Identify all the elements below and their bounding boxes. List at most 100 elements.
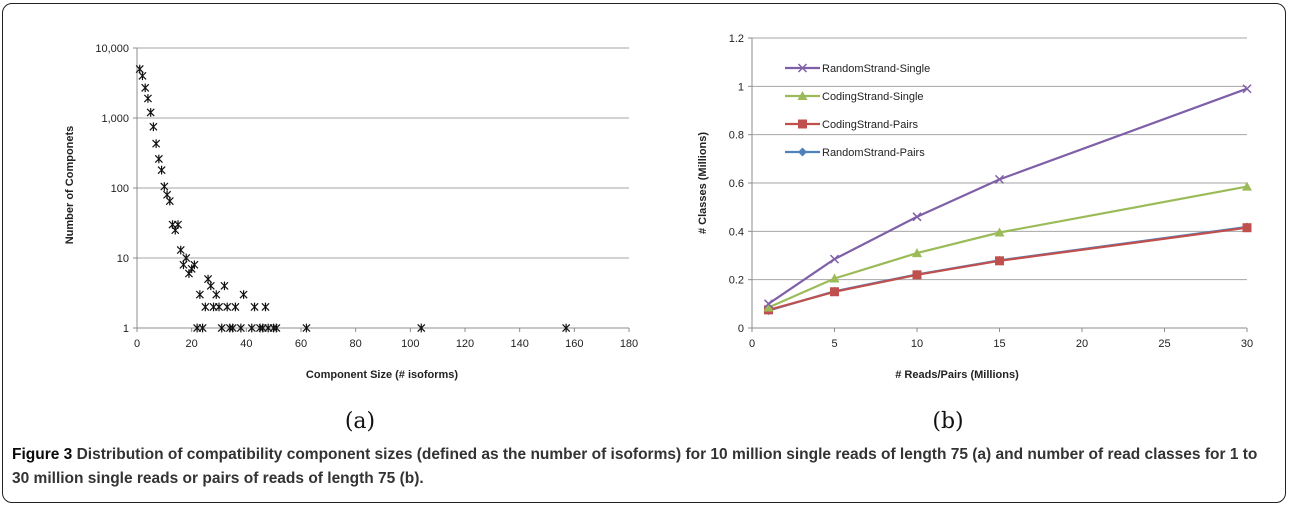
chart-b-point-randomstrand-single [1242,84,1252,94]
chart-a-point [212,290,221,299]
chart-a-point [160,182,169,191]
chart-b-y-tick-label: 1 [738,81,744,93]
chart-a-point [236,323,245,333]
chart-b-legend-marker-codingstrand-single [797,91,808,100]
chart-b-point-codingstrand-single [994,227,1005,237]
chart-a-point [195,290,204,299]
chart-a-y-tick-label: 100 [111,183,129,195]
chart-a-x-tick-label: 120 [456,338,474,350]
chart-b-point-randomstrand-single [829,254,840,264]
chart-b-point-randomstrand-single [912,212,922,222]
chart-a-point [272,323,281,333]
chart-b-x-tick-label: 10 [911,338,923,350]
chart-b-y-tick-label: 0.2 [729,275,744,287]
chart-a-point [220,281,229,291]
chart-a-y-axis-label: Number of Componets [64,126,76,245]
chart-a-x-tick-label: 40 [240,338,252,350]
chart-a-point [417,323,426,333]
chart-a-point [138,71,147,81]
chart-b-line-codingstrand-pairs [768,226,1248,311]
chart-b-point-codingstrand-single [763,302,774,312]
chart-b-x-axis-label: # Reads/Pairs (Millions) [895,369,1019,381]
chart-b-x-tick-label: 5 [831,338,837,350]
chart-b-legend-label-codingstrand-pairs: CodingStrand-Pairs [822,119,918,131]
caption-text: Distribution of compatibility component … [12,446,1258,487]
chart-b-point-codingstrand-single [912,248,922,258]
chart-a-point [206,281,215,291]
chart-b-y-tick-label: 0.4 [729,226,744,238]
chart-a-x-tick-label: 60 [295,338,307,350]
chart-a-x-tick-label: 160 [565,338,583,350]
chart-a-point [179,260,188,270]
chart-b-legend-label-randomstrand-pairs: RandomStrand-Pairs [822,147,925,159]
chart-a-subplot-label: (a) [345,409,375,434]
chart-a-point [228,323,237,333]
chart-a-point [146,108,155,117]
chart-a-x-tick-label: 80 [350,338,362,350]
chart-b-legend: RandomStrand-Single CodingStrand-Single Co… [785,63,930,159]
chart-b-x-tick-label: 25 [1158,338,1170,350]
chart-a-point [250,302,259,312]
chart-a-point [261,302,270,312]
chart-b-point-randomstrand-single [994,174,1005,184]
chart-a-point [201,302,210,312]
chart-a-point [231,302,240,312]
chart-b-subplot-label: (b) [932,409,963,434]
chart-a-point [143,94,152,103]
figure-caption: Figure 3 Distribution of compatibility c… [12,443,1277,491]
chart-a-point [247,323,256,333]
chart-b-point-codingstrand-single [829,273,840,283]
chart-b-point-randomstrand-single [763,299,774,309]
chart-b-x-tick-label: 30 [1241,338,1253,350]
chart-a-y-tick-label: 1 [123,323,129,335]
chart-a-point [135,64,144,74]
chart-b-y-tick-label: 1.2 [729,33,744,45]
chart-b: 0 0.2 0.4 0.6 0.8 1 1.2 0 5 10 15 20 25 30 RandomStra… [697,33,1253,434]
chart-a-x-tick-label: 0 [134,338,140,350]
chart-a-point [154,154,163,164]
chart-a: 1 10 100 1,000 10,000 0 20 40 60 80 100 120 140 160 18… [64,43,638,434]
chart-a-y-tick-label: 10,000 [95,43,129,55]
chart-b-legend-marker-randomstrand-pairs [798,147,807,157]
chart-a-y-tick-label: 1,000 [101,113,129,125]
chart-a-y-tick-label: 10 [117,253,129,265]
chart-a-point [302,323,311,333]
chart-a-point [217,323,226,333]
chart-b-y-axis-label: # Classes (Millions) [697,132,709,234]
chart-b-point-codingstrand-pairs [995,256,1004,266]
chart-b-point-codingstrand-single [1242,181,1252,191]
chart-a-point [182,253,191,263]
chart-a-point [198,323,207,333]
chart-b-x-tick-label: 15 [993,338,1005,350]
chart-a-point [157,165,166,175]
chart-a-point [562,323,571,333]
chart-b-legend-marker-randomstrand-single [797,63,808,73]
chart-a-point [190,260,199,270]
chart-a-point [204,274,213,284]
chart-a-point [214,302,224,312]
chart-b-y-tick-label: 0.8 [729,130,744,142]
chart-b-point-codingstrand-pairs [912,270,922,280]
chart-b-line-randomstrand-pairs [768,225,1248,312]
chart-b-x-tick-label: 20 [1076,338,1088,350]
chart-b-y-tick-label: 0 [738,323,744,335]
chart-b-legend-label-randomstrand-single: RandomStrand-Single [822,63,930,75]
chart-b-y-tick-label: 0.6 [729,178,744,190]
chart-a-x-tick-label: 20 [186,338,198,350]
chart-a-x-tick-label: 100 [401,338,419,350]
chart-a-point [149,122,158,132]
chart-a-point [173,220,183,229]
chart-a-point [165,196,174,206]
chart-b-x-tick-label: 0 [749,338,755,350]
chart-b-point-codingstrand-pairs [830,287,839,297]
chart-b-legend-marker-codingstrand-pairs [798,119,807,129]
caption-lead: Figure 3 [12,446,73,463]
chart-a-point [152,139,161,148]
chart-a-point [223,302,232,312]
chart-a-point [239,290,248,299]
chart-a-x-tick-label: 140 [510,338,528,350]
chart-a-x-axis-label: Component Size (# isoforms) [306,369,459,381]
chart-a-point [176,245,185,255]
chart-a-point [141,83,150,93]
chart-a-x-tick-label: 180 [620,338,638,350]
